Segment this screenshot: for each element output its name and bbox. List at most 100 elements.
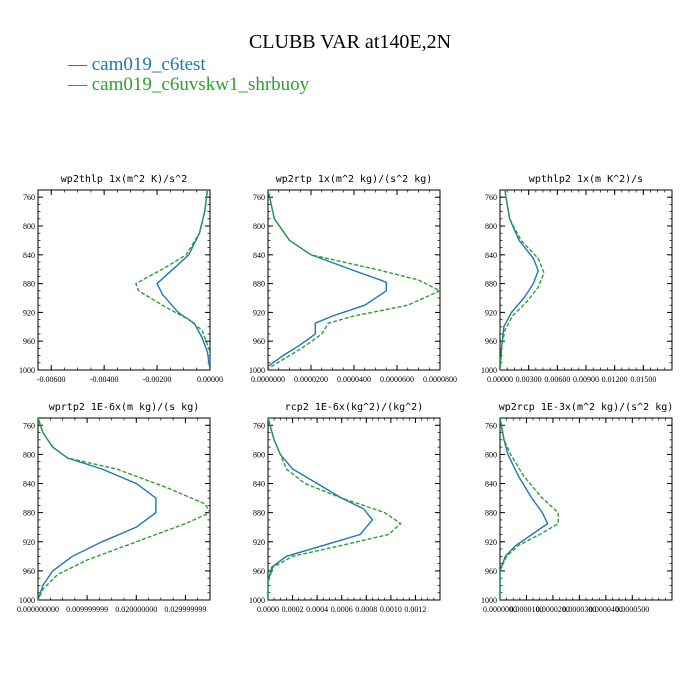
y-tick-label: 800: [253, 450, 265, 459]
x-tick-label: 0.0000400: [337, 375, 371, 384]
series-line-cam019_c6uvskw1_shrbuoy: [268, 190, 440, 370]
y-tick-label: 1000: [249, 366, 265, 375]
y-tick-label: 800: [485, 450, 497, 459]
x-tick-label: 0.00300: [516, 375, 542, 384]
x-tick-label: 0.0008: [355, 605, 377, 614]
y-tick-label: 880: [23, 509, 35, 518]
x-tick-label: 0.029999999: [164, 605, 206, 614]
y-tick-label: 840: [253, 480, 265, 489]
y-tick-label: 840: [23, 480, 35, 489]
x-tick-label: 0.0000000: [251, 375, 285, 384]
y-tick-label: 1000: [19, 366, 35, 375]
y-tick-label: 1000: [19, 596, 35, 605]
y-tick-label: 960: [23, 567, 35, 576]
y-tick-label: 920: [23, 538, 35, 547]
series-line-cam019_c6test: [156, 190, 210, 370]
y-tick-label: 960: [485, 567, 497, 576]
plot-frame: [267, 189, 441, 371]
y-tick-label: 960: [23, 337, 35, 346]
panel-title: wpthlp2 1x(m K^2)/s: [529, 174, 643, 185]
page-title: CLUBB VAR at140E,2N: [249, 31, 451, 53]
plot-frame: [37, 189, 211, 371]
series-line-cam019_c6uvskw1_shrbuoy: [135, 190, 210, 370]
x-tick-label: 0.00000: [487, 375, 513, 384]
x-tick-label: 0.0010: [380, 605, 402, 614]
x-tick-label: 0.0000100: [509, 605, 543, 614]
x-tick-label: 0.00600: [544, 375, 570, 384]
y-tick-label: 760: [23, 193, 35, 202]
series-line-cam019_c6test: [38, 418, 157, 600]
y-tick-label: 840: [253, 251, 265, 260]
plot-frame: [267, 417, 441, 601]
x-tick-label: 0.0006: [331, 605, 353, 614]
x-tick-label: 0.0000300: [562, 605, 596, 614]
panel-title: rcp2 1E-6x(kg^2)/(kg^2): [285, 402, 423, 413]
y-tick-label: 840: [485, 480, 497, 489]
series-line-cam019_c6test: [268, 190, 387, 367]
panel-title: wp2rcp 1E-3x(m^2 kg)/(s^2 kg): [499, 402, 674, 413]
x-tick-label: 0.020000000: [115, 605, 157, 614]
y-tick-label: 1000: [481, 596, 497, 605]
x-tick-label: 0.0012: [404, 605, 426, 614]
y-tick-label: 800: [23, 222, 35, 231]
x-tick-label: 0.0000200: [294, 375, 328, 384]
y-tick-label: 880: [485, 280, 497, 289]
y-tick-label: 960: [253, 337, 265, 346]
x-tick-label: 0.0000800: [423, 375, 457, 384]
x-tick-label: 0.0002: [282, 605, 304, 614]
y-tick-label: 800: [253, 222, 265, 231]
chart-panel-3: wpthlp2 1x(m K^2)/s 760 800 840 880 920 960 100…: [481, 174, 673, 384]
x-tick-label: 0.0000500: [615, 605, 649, 614]
plot-frame: [499, 417, 673, 601]
y-tick-label: 760: [253, 193, 265, 202]
plot-frame: [499, 189, 673, 371]
x-tick-label: 0.00900: [573, 375, 599, 384]
series-line-cam019_c6test: [268, 418, 374, 600]
legend-item-cam019_c6test: — cam019_c6test: [67, 54, 206, 75]
y-tick-label: 960: [253, 567, 265, 576]
series-line-cam019_c6test: [500, 190, 539, 370]
x-tick-label: 0.01500: [630, 375, 656, 384]
series-line-cam019_c6uvskw1_shrbuoy: [500, 418, 559, 600]
y-tick-label: 880: [23, 280, 35, 289]
legend-item-cam019_c6uvskw1_shrbuoy: — cam019_c6uvskw1_shrbuoy: [67, 74, 310, 95]
x-tick-label: 0.0004: [306, 605, 328, 614]
series-line-cam019_c6uvskw1_shrbuoy: [38, 418, 210, 600]
y-tick-label: 760: [485, 421, 497, 430]
chart-panel-6: wp2rcp 1E-3x(m^2 kg)/(s^2 kg)760 800 840 88…: [481, 402, 673, 614]
panel-title: wp2thlp 1x(m^2 K)/s^2: [61, 174, 187, 185]
x-tick-label: 0.0000000: [483, 605, 517, 614]
y-tick-label: 920: [485, 538, 497, 547]
x-tick-label: -0.00200: [143, 375, 172, 384]
y-tick-label: 920: [485, 308, 497, 317]
y-tick-label: 760: [253, 421, 265, 430]
x-tick-label: 0.01200: [602, 375, 628, 384]
chart-panels: wp2thlp 1x(m^2 K)/s^2 760 800 840 880 920 960 1…: [17, 174, 673, 614]
panel-title: wprtp2 1E-6x(m kg)/(s kg): [49, 402, 200, 413]
chart-panel-5: rcp2 1E-6x(kg^2)/(kg^2) 760 800 840 880 920 96…: [249, 402, 441, 614]
y-tick-label: 920: [253, 538, 265, 547]
x-tick-label: 0.00000: [197, 375, 223, 384]
series-line-cam019_c6uvskw1_shrbuoy: [500, 190, 545, 370]
y-tick-label: 880: [485, 509, 497, 518]
y-tick-label: 800: [485, 222, 497, 231]
y-tick-label: 1000: [249, 596, 265, 605]
y-tick-label: 880: [253, 280, 265, 289]
y-tick-label: 920: [23, 308, 35, 317]
y-tick-label: 840: [23, 251, 35, 260]
x-tick-label: -0.00400: [90, 375, 119, 384]
plot-frame: [37, 417, 211, 601]
y-tick-label: 920: [253, 308, 265, 317]
y-tick-label: 800: [23, 450, 35, 459]
y-tick-label: 760: [23, 421, 35, 430]
x-tick-label: 0.0000200: [536, 605, 570, 614]
x-tick-label: 0.000000000: [17, 605, 59, 614]
chart-panel-4: wprtp2 1E-6x(m kg)/(s kg) 760 800 840 880 920…: [17, 402, 211, 614]
x-tick-label: 0.0000: [257, 605, 279, 614]
x-tick-label: 0.0000400: [589, 605, 623, 614]
panel-title: wp2rtp 1x(m^2 kg)/(s^2 kg): [276, 174, 433, 185]
y-tick-label: 760: [485, 193, 497, 202]
y-tick-label: 1000: [481, 366, 497, 375]
series-line-cam019_c6uvskw1_shrbuoy: [268, 418, 402, 600]
